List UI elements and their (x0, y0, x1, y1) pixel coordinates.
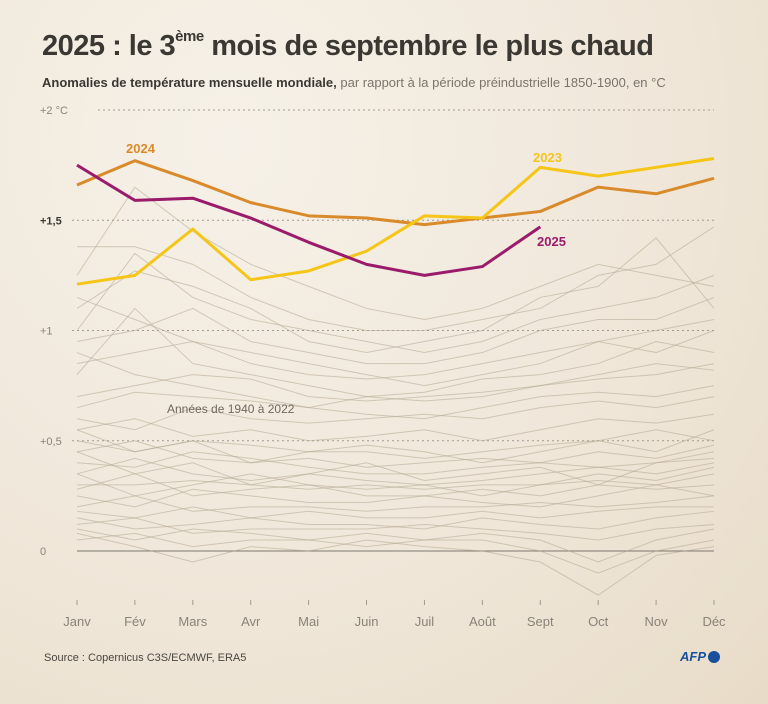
subtitle-bold: Anomalies de température mensuelle mondi… (42, 75, 337, 90)
series-label-2025: 2025 (537, 234, 566, 249)
background-year-line (76, 466, 715, 497)
background-year-line (76, 330, 715, 387)
x-tick-label: Nov (645, 614, 669, 629)
background-year-line (76, 186, 715, 320)
background-year-line (76, 451, 715, 486)
logo-dot-icon (708, 650, 720, 663)
subtitle-rest: par rapport à la période préindustrielle… (336, 75, 666, 90)
title-main: 2025 : le 3 (42, 30, 176, 62)
background-year-line (76, 532, 715, 574)
title-rest: mois de septembre le plus chaud (203, 30, 654, 62)
background-label: Années de 1940 à 2022 (167, 402, 295, 416)
background-year-line (76, 451, 715, 475)
x-tick-label: Mars (178, 614, 207, 629)
source-note: Source : Copernicus C3S/ECMWF, ERA5 (44, 652, 247, 664)
y-tick-label: 0 (40, 546, 46, 558)
background-year-line (76, 352, 715, 409)
y-tick-label: +2 °C (40, 105, 68, 117)
background-year-line (76, 396, 715, 431)
background-year-line (76, 484, 715, 508)
background-year-line (76, 296, 715, 380)
y-tick-label: +1,5 (40, 215, 62, 227)
background-year-line (76, 495, 715, 512)
chart-title: 2025 : le 3ème mois de septembre le plus… (42, 28, 654, 63)
series-line-2023 (76, 157, 715, 286)
background-year-line (76, 440, 715, 468)
x-tick-label: Août (469, 614, 496, 629)
background-year-line (76, 252, 715, 354)
background-year-line (76, 296, 715, 365)
background-year-line (77, 226, 715, 331)
background-year-line (76, 528, 715, 563)
series-label-2024: 2024 (126, 141, 156, 156)
background-year-line (76, 429, 715, 464)
background-year-line (76, 413, 715, 442)
y-tick-label: +1 (40, 326, 53, 338)
y-tick-label: +0,5 (40, 436, 62, 448)
title-superscript: ème (175, 28, 204, 45)
series-line-2024 (76, 159, 715, 227)
x-tick-label: Avr (241, 614, 261, 629)
background-year-line (76, 237, 715, 354)
background-year-line (76, 457, 715, 486)
background-year-line (76, 506, 714, 519)
chart-subtitle: Anomalies de température mensuelle mondi… (42, 75, 666, 90)
logo-text: AFP (680, 649, 706, 664)
series-line-2025 (76, 163, 542, 277)
background-year-line (76, 532, 715, 596)
background-year-line (76, 307, 715, 398)
x-tick-label: Janv (63, 614, 91, 629)
series-label-2023: 2023 (533, 150, 562, 165)
x-tick-label: Fév (124, 614, 146, 629)
x-tick-label: Oct (588, 614, 609, 629)
afp-logo: AFP (680, 649, 720, 664)
x-tick-label: Déc (702, 614, 726, 629)
x-tick-label: Mai (298, 614, 319, 629)
x-tick-label: Juil (415, 614, 435, 629)
x-tick-label: Juin (355, 614, 379, 629)
x-tick-label: Sept (527, 614, 554, 629)
